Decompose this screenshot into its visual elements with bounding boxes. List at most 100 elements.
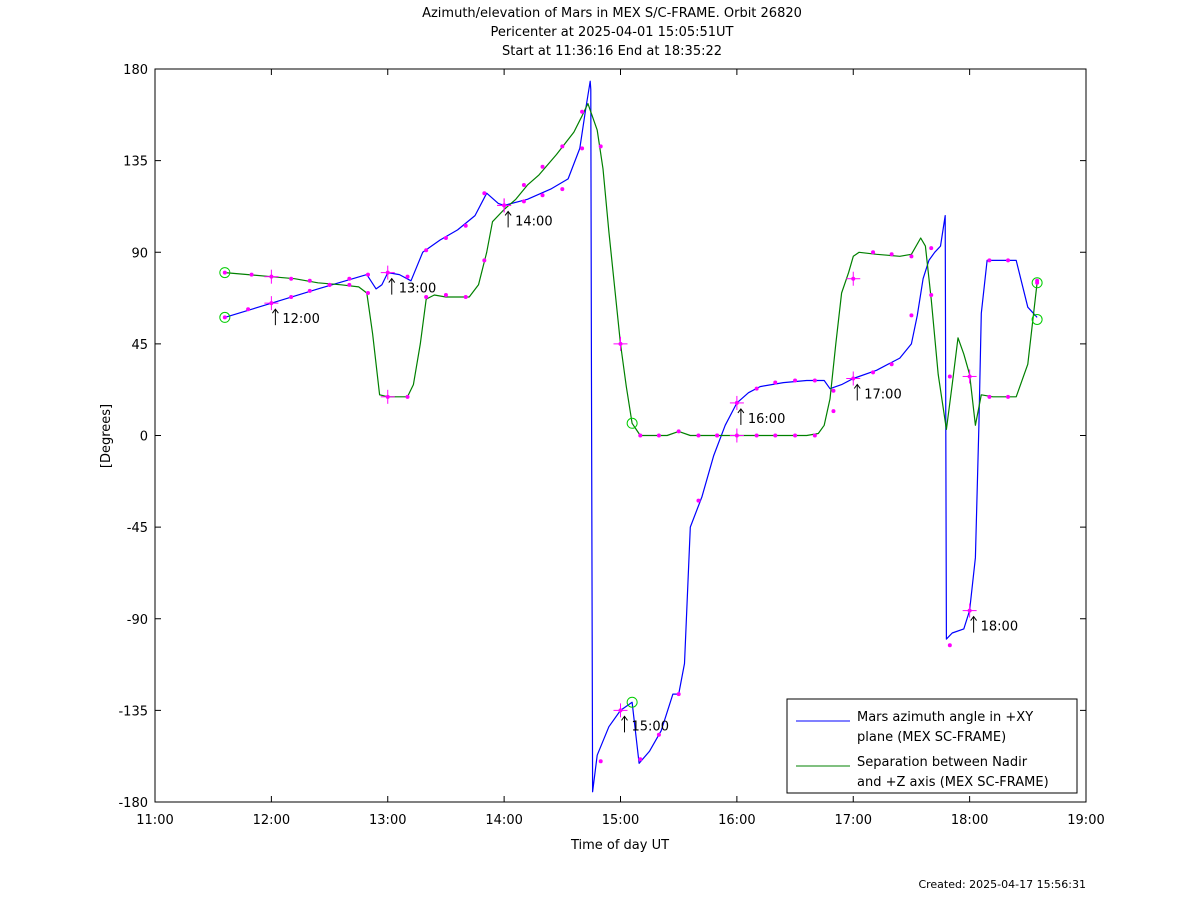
separation-marker	[540, 164, 545, 169]
hour-label: 18:00	[981, 620, 1018, 635]
y-tick-label: -45	[127, 521, 148, 536]
hour-label: 15:00	[632, 719, 669, 734]
hour-label: 13:00	[399, 282, 436, 297]
separation-marker	[812, 433, 817, 438]
separation-marker	[773, 433, 778, 438]
separation-marker	[831, 409, 836, 414]
azimuth-marker	[424, 248, 429, 253]
azimuth-marker	[307, 288, 312, 293]
azimuth-marker	[540, 193, 545, 198]
separation-marker	[929, 293, 934, 298]
azimuth-marker	[947, 643, 952, 648]
separation-marker	[696, 433, 701, 438]
hour-cross	[380, 389, 395, 404]
azimuth-marker	[246, 307, 251, 312]
hour-cross	[729, 428, 744, 443]
x-tick-label: 15:00	[602, 813, 639, 828]
hour-cross	[497, 198, 512, 213]
start-end-circle	[1031, 313, 1043, 325]
separation-marker	[638, 433, 643, 438]
separation-marker	[289, 276, 294, 281]
y-tick-label: 0	[140, 430, 148, 445]
separation-marker	[443, 293, 448, 298]
series-layer	[224, 80, 1038, 793]
azimuth-marker	[222, 315, 227, 320]
azimuth-marker	[580, 146, 585, 151]
azimuth-marker	[656, 732, 661, 737]
hour-arrow-head	[621, 715, 628, 721]
azimuth-marker	[365, 272, 370, 277]
hour-cross	[613, 703, 628, 718]
y-axis-label: [Degrees]	[99, 404, 114, 468]
start-end-circle	[626, 417, 638, 429]
separation-marker	[909, 254, 914, 259]
separation-marker	[793, 433, 798, 438]
azimuth-marker	[443, 235, 448, 240]
hour-cross	[613, 336, 628, 351]
azimuth-marker	[812, 378, 817, 383]
hour-arrow-head	[737, 408, 745, 414]
separation-marker	[889, 252, 894, 257]
separation-marker	[249, 272, 254, 277]
legend-label-azimuth-line-1: Mars azimuth angle in +XY	[857, 710, 1033, 725]
separation-marker	[424, 295, 429, 300]
x-tick-label: 11:00	[136, 813, 173, 828]
separation-marker	[676, 429, 681, 434]
azimuth-marker	[1006, 258, 1011, 263]
azimuth-marker	[754, 386, 759, 391]
azimuth-marker	[987, 258, 992, 263]
azimuth-marker	[289, 295, 294, 300]
separation-marker	[405, 394, 410, 399]
y-tick-label: 135	[123, 155, 148, 170]
hour-cross	[846, 271, 861, 286]
separation-marker	[560, 144, 565, 149]
azimuth-marker	[831, 388, 836, 393]
separation-marker	[482, 258, 487, 263]
start-end-circle	[626, 696, 638, 708]
hour-cross	[962, 369, 977, 384]
separation-series-line	[224, 102, 1038, 437]
x-tick-label: 17:00	[835, 813, 872, 828]
legend-label-azimuth-line-2: plane (MEX SC-FRAME)	[857, 730, 1006, 745]
hour-cross	[962, 603, 977, 618]
azimuth-marker	[463, 223, 468, 228]
title-line-1: Azimuth/elevation of Mars in MEX S/C-FRA…	[422, 6, 802, 21]
hour-arrow-head	[388, 277, 396, 283]
azimuth-marker	[871, 370, 876, 375]
legend-box	[786, 698, 1078, 794]
legend: Mars azimuth angle in +XY plane (MEX SC-…	[786, 698, 1078, 794]
separation-marker	[598, 144, 603, 149]
hour-cross	[264, 269, 279, 284]
azimuth-marker	[696, 498, 701, 503]
hour-arrow-head	[271, 308, 279, 314]
x-tick-label: 16:00	[718, 813, 755, 828]
azimuth-marker	[929, 246, 934, 251]
separation-marker	[463, 295, 468, 300]
hour-cross	[729, 395, 744, 410]
azimuth-series-line	[224, 80, 1038, 793]
hour-label: 17:00	[864, 387, 901, 402]
separation-marker	[327, 282, 332, 287]
hour-label: 16:00	[748, 412, 785, 427]
separation-marker	[307, 278, 312, 283]
azimuth-marker	[889, 362, 894, 367]
azimuth-marker	[909, 313, 914, 318]
hour-label: 12:00	[282, 312, 319, 327]
title-line-3: Start at 11:36:16 End at 18:35:22	[502, 44, 722, 59]
start-end-circle	[1031, 277, 1043, 289]
separation-marker	[987, 394, 992, 399]
x-axis: 11:00 12:00 13:00 14:00 15:00 16:00 17:00 18:00…	[136, 69, 1105, 828]
created-timestamp: Created: 2025-04-17 15:56:31	[918, 878, 1086, 891]
separation-marker	[365, 290, 370, 295]
azimuth-marker	[793, 378, 798, 383]
hour-arrow-head	[853, 383, 861, 389]
azimuth-marker	[521, 199, 526, 204]
hour-arrow-head	[970, 615, 978, 621]
azimuth-marker	[676, 692, 681, 697]
hour-annotations: 12:00 13:00 14:00 15:00 16:00 17:00 18:00	[271, 210, 1018, 734]
separation-marker	[521, 183, 526, 188]
y-tick-label: 180	[123, 63, 148, 78]
separation-marker	[754, 433, 759, 438]
azimuth-marker	[482, 191, 487, 196]
